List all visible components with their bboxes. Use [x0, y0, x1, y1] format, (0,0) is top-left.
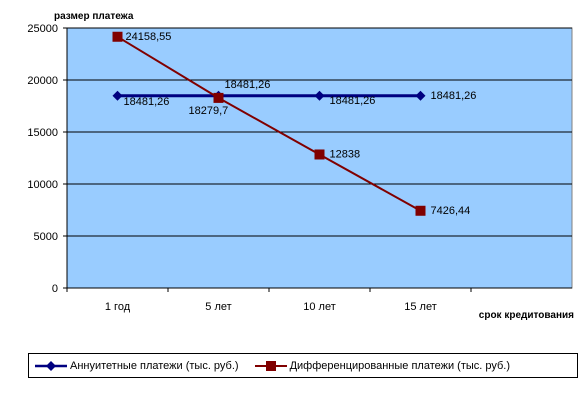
x-tick-label: 1 год — [105, 301, 131, 313]
data-label: 24158,55 — [126, 31, 172, 43]
legend-square-icon — [254, 360, 287, 371]
x-axis: 1 год 5 лет 10 лет 15 лет — [66, 287, 572, 313]
data-label: 12838 — [330, 148, 361, 160]
data-label: 18279,7 — [189, 105, 229, 117]
y-tick-label: 5000 — [34, 231, 58, 243]
data-label: 18481,26 — [330, 95, 376, 107]
data-label: 7426,44 — [431, 205, 471, 217]
y-tick-label: 25000 — [27, 23, 58, 35]
legend-item-annuity: Аннуитетные платежи (тыс. руб.) — [35, 360, 239, 372]
data-label: 18481,26 — [124, 96, 170, 108]
data-labels: 18481,26 18481,26 18481,26 18481,26 24158,55… — [124, 31, 477, 217]
x-axis-title: срок кредитования — [479, 310, 574, 321]
y-axis: 0 5000 10000 15000 20000 25000 — [27, 23, 68, 295]
legend-label-differentiated: Дифференцированные платежи (тыс. руб.) — [289, 359, 511, 372]
y-tick-label: 15000 — [27, 127, 58, 139]
y-tick-label: 20000 — [27, 75, 58, 87]
x-tick-label: 10 лет — [303, 301, 336, 313]
data-point-diamond — [314, 90, 325, 101]
data-point-square — [112, 31, 123, 42]
legend-diamond-icon — [35, 360, 67, 371]
data-point-square — [213, 92, 224, 103]
chart: 0 5000 10000 15000 20000 25000 1 год 5 лет 10 л… — [27, 11, 574, 321]
data-point-square — [314, 149, 325, 160]
data-point-diamond — [415, 90, 426, 101]
data-point-diamond — [112, 90, 123, 101]
legend-label-annuity: Аннуитетные платежи (тыс. руб.) — [70, 359, 239, 372]
y-tick-label: 10000 — [27, 179, 58, 191]
series-group — [112, 31, 426, 216]
series-line-differentiated — [116, 35, 421, 212]
y-axis-title: размер платежа — [54, 11, 134, 22]
data-label: 18481,26 — [225, 79, 271, 91]
x-tick-label: 5 лет — [205, 301, 231, 313]
x-tick-label: 15 лет — [404, 301, 437, 313]
gridlines — [67, 27, 572, 237]
y-tick-label: 0 — [52, 283, 58, 295]
legend: Аннуитетные платежи (тыс. руб.) Дифферен… — [28, 353, 578, 378]
data-label: 18481,26 — [431, 90, 477, 102]
legend-item-differentiated: Дифференцированные платежи (тыс. руб.) — [254, 359, 511, 372]
data-point-square — [415, 205, 426, 216]
